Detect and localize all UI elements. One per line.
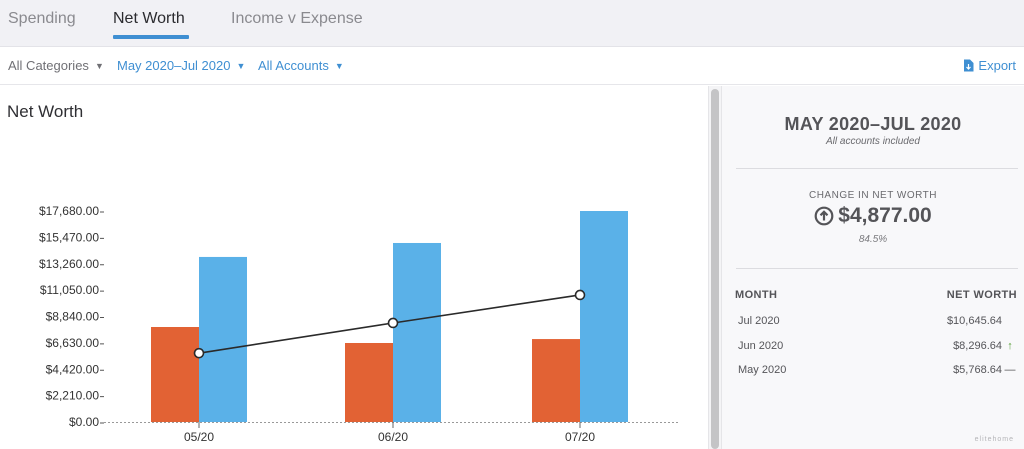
net-worth-point [193, 347, 205, 359]
date-range-dropdown[interactable]: May 2020–Jul 2020 ▼ [117, 58, 245, 73]
y-tick-label: $0.00 [69, 415, 99, 429]
net-worth-point [387, 317, 399, 329]
caret-down-icon: ▼ [334, 61, 344, 71]
row-value: $10,645.64 [946, 315, 1002, 327]
caret-down-icon: ▼ [236, 61, 246, 71]
tab-income-v-expense[interactable]: Income v Expense [231, 10, 363, 27]
y-tick-label: $11,050.00 [40, 283, 99, 297]
tab-net-worth[interactable]: Net Worth [113, 10, 185, 27]
tab-spending[interactable]: Spending [8, 10, 76, 27]
divider [736, 168, 1018, 169]
summary-subtitle: All accounts included [826, 136, 920, 147]
table-row: Jun 2020 $8,296.64 ↑ [722, 340, 1024, 360]
debts-bar [151, 327, 199, 422]
scrollbar[interactable] [708, 86, 722, 449]
assets-bar [393, 242, 441, 422]
accounts-dropdown-label: All Accounts [258, 58, 329, 73]
filter-bar: All Categories ▼ May 2020–Jul 2020 ▼ All A… [0, 47, 1024, 85]
debts-bar [532, 339, 580, 422]
dash-icon: — [1004, 364, 1016, 376]
table-row: May 2020 $5,768.64 — [722, 364, 1024, 384]
summary-date-range: MAY 2020–JUL 2020 [784, 114, 962, 134]
categories-dropdown-label: All Categories [8, 58, 89, 73]
summary-panel: MAY 2020–JUL 2020 All accounts included … [722, 86, 1024, 449]
net-worth-chart: $0.00 $2,210.00 $4,420.00 $6,630.00 $8,840.0… [39, 204, 678, 444]
change-value: $4,877.00 [838, 204, 932, 227]
arrow-up-circle-icon [814, 206, 834, 226]
categories-dropdown[interactable]: All Categories ▼ [8, 58, 104, 73]
row-value: $8,296.64 [953, 340, 1002, 352]
row-value: $5,768.64 [953, 364, 1002, 376]
assets-bar [199, 256, 247, 422]
y-tick-label: $15,470.00 [39, 230, 99, 244]
y-tick-label: $2,210.00 [46, 389, 100, 403]
y-tick-label: $17,680.00 [39, 204, 99, 218]
watermark: elitehome [974, 436, 1014, 443]
divider [736, 268, 1018, 269]
report-tabs: Spending Net Worth Income v Expense [0, 0, 1024, 47]
change-value-wrap: $4,877.00 [722, 204, 1024, 228]
x-tick-label: 07/20 [565, 430, 595, 444]
y-tick-label: $8,840.00 [46, 310, 100, 324]
caret-down-icon: ▼ [94, 61, 104, 71]
row-month: Jul 2020 [738, 315, 780, 327]
accounts-dropdown[interactable]: All Accounts ▼ [258, 58, 344, 73]
column-header-month: MONTH [735, 289, 778, 301]
x-tick-label: 06/20 [378, 430, 408, 444]
row-month: Jun 2020 [738, 340, 784, 352]
row-month: May 2020 [738, 364, 787, 376]
y-tick-label: $4,420.00 [46, 362, 100, 376]
x-tick-label: 05/20 [184, 430, 214, 444]
debts-bar [345, 342, 393, 422]
chart-title: Net Worth [7, 102, 84, 121]
table-row: Jul 2020 $10,645.64 [722, 315, 1024, 335]
export-file-icon [964, 59, 974, 72]
arrow-up-icon: ↑ [1007, 340, 1013, 352]
assets-bar [580, 211, 628, 422]
scrollbar-thumb[interactable] [711, 89, 719, 449]
export-label: Export [978, 58, 1016, 73]
y-tick-label: $13,260.00 [39, 257, 99, 271]
active-tab-underline [113, 35, 189, 39]
y-tick-label: $6,630.00 [46, 336, 100, 350]
change-percent: 84.5% [858, 234, 888, 245]
net-worth-point [574, 289, 586, 301]
export-button[interactable]: Export [963, 58, 1016, 73]
change-label: CHANGE IN NET WORTH [808, 190, 938, 201]
column-header-net-worth: NET WORTH [946, 289, 1017, 301]
date-range-dropdown-label: May 2020–Jul 2020 [117, 58, 231, 73]
